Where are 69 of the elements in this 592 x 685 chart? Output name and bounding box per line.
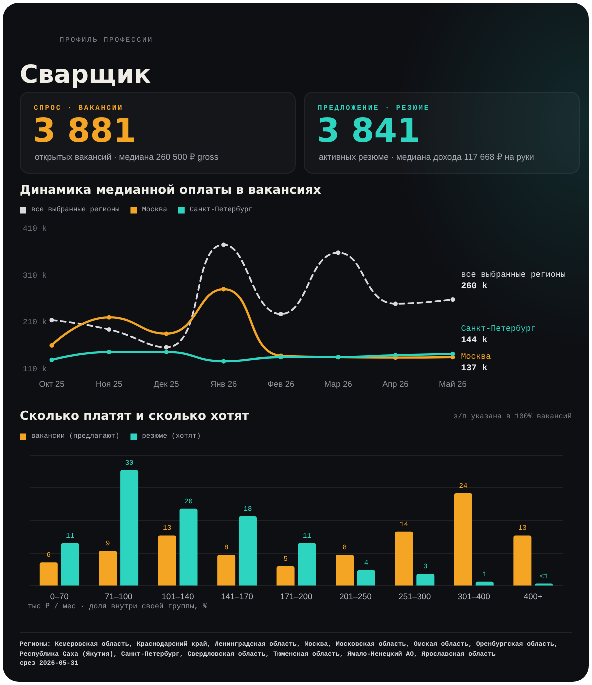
point — [278, 312, 284, 317]
point — [222, 287, 226, 292]
bar — [395, 532, 414, 586]
x-tick-label: 0–70 — [50, 592, 70, 602]
bar — [357, 570, 376, 586]
y-tick-label: 210 k — [22, 318, 48, 328]
point — [164, 350, 169, 354]
bar — [61, 543, 80, 586]
data-label: 260 k — [461, 281, 488, 292]
data-label: 137 k — [461, 364, 488, 374]
point — [164, 332, 169, 336]
text: активных резюме · медиана дохода 117 668 ₽ на руки — [319, 152, 534, 163]
y-tick-label: 410 k — [22, 225, 48, 234]
point — [393, 302, 398, 306]
text: 3 881 — [33, 111, 136, 150]
chart-title: Динамика медианной оплаты в вакансиях — [20, 183, 322, 197]
text: 3 841 — [317, 111, 420, 150]
point — [50, 343, 54, 348]
bar — [180, 508, 198, 586]
point — [393, 353, 398, 358]
point — [164, 345, 169, 350]
bar — [276, 566, 295, 586]
bar — [99, 551, 118, 586]
point — [50, 318, 54, 323]
point — [336, 250, 341, 256]
bar — [40, 562, 58, 586]
point — [222, 242, 226, 248]
text: все выбранные регионы — [461, 270, 566, 280]
point — [222, 359, 226, 364]
x-tick-label: 141–170 — [221, 592, 254, 602]
x-tick-label: Фев 26 — [268, 379, 295, 389]
bar — [298, 543, 316, 586]
x-tick-label: 171–200 — [280, 592, 314, 602]
x-tick-label: 301–400 — [458, 592, 491, 602]
x-tick-label: 251–300 — [398, 592, 432, 602]
y-tick-label: 310 k — [22, 272, 48, 281]
x-tick-label: Мар 26 — [324, 379, 353, 389]
bar — [476, 582, 494, 586]
bar — [238, 516, 257, 586]
bar — [416, 574, 435, 586]
bar — [336, 554, 354, 586]
bar — [158, 536, 176, 586]
x-tick-label: Ноя 25 — [96, 379, 123, 389]
x-tick-label: Дек 25 — [154, 379, 180, 389]
point — [107, 315, 112, 320]
bar — [218, 554, 236, 586]
bar — [454, 493, 472, 586]
x-tick-label: 201–250 — [340, 592, 372, 602]
x-tick-label: 400+ — [524, 592, 543, 602]
x-tick-label: Май 26 — [439, 379, 468, 389]
point — [450, 352, 456, 356]
x-tick-label: 71–100 — [104, 592, 134, 602]
bar — [120, 470, 139, 586]
point — [107, 350, 112, 354]
text: Москва — [461, 353, 492, 362]
x-tick-label: Окт 25 — [39, 379, 66, 389]
x-tick-label: Янв 26 — [210, 379, 238, 389]
point — [450, 298, 456, 302]
text: Санкт-Петербург — [461, 325, 536, 334]
y-tick-label: 110 k — [22, 366, 48, 374]
text: Сварщик — [20, 60, 152, 90]
chart-title: Сколько платят и сколько хотят — [20, 409, 250, 423]
x-tick-label: 101–140 — [162, 592, 195, 602]
point — [50, 358, 54, 362]
x-tick-label: Апр 26 — [382, 379, 410, 389]
bar — [514, 536, 532, 586]
point — [107, 327, 112, 332]
data-label: 144 k — [461, 336, 488, 346]
text: открытых вакансий · медиана 260 500 ₽ gross — [35, 152, 219, 163]
